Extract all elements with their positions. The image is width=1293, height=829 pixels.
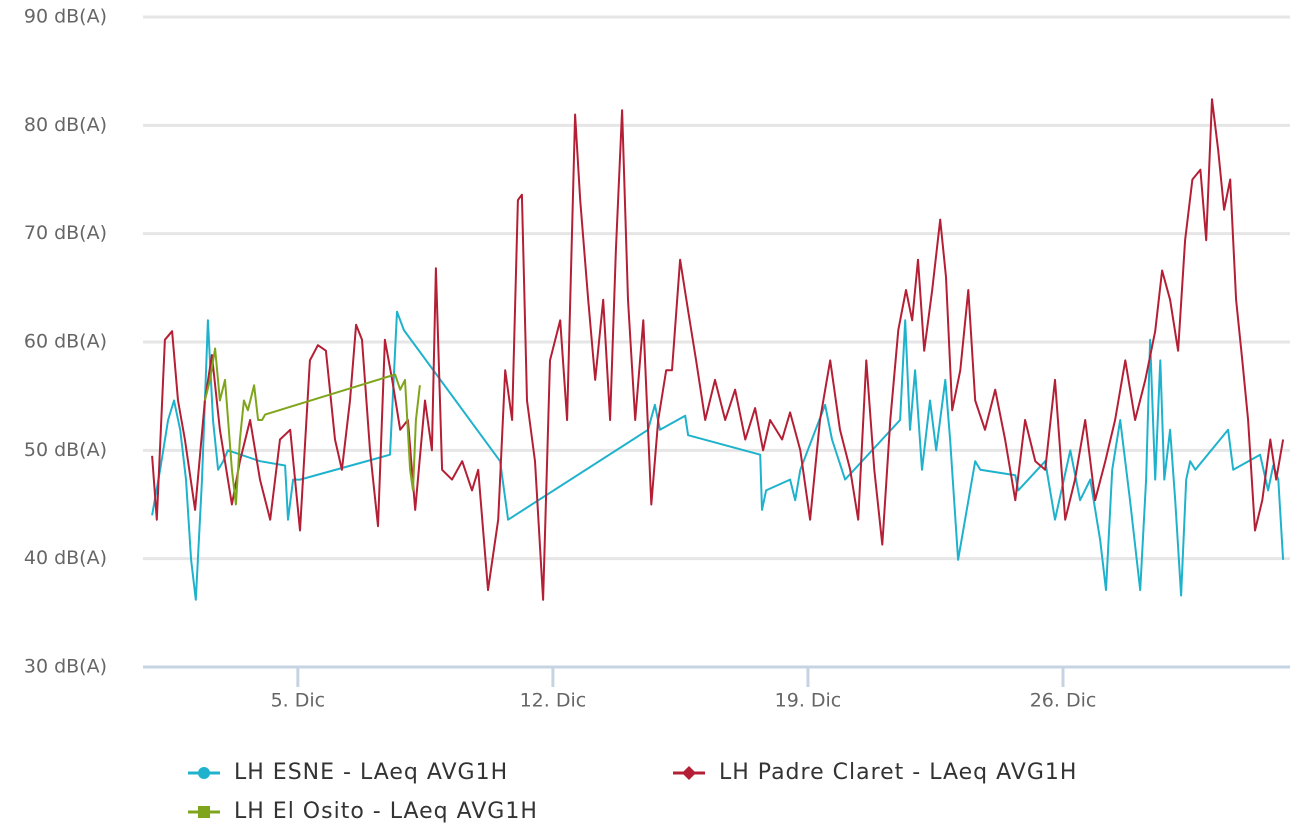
legend-label: LH Padre Claret - LAeq AVG1H [719, 760, 1077, 785]
y-tick-label: 80 dB(A) [24, 114, 107, 136]
y-tick-label: 50 dB(A) [24, 439, 107, 461]
x-tick-label: 5. Dic [271, 690, 326, 712]
x-tick-label: 12. Dic [520, 690, 587, 712]
legend-item[interactable]: LH ESNE - LAeq AVG1H [188, 760, 508, 785]
legend-marker [198, 767, 210, 779]
y-tick-label: 70 dB(A) [24, 222, 107, 244]
series-line [203, 347, 421, 506]
y-tick-label: 30 dB(A) [24, 656, 107, 678]
legend-marker [198, 806, 210, 818]
x-tick-label: 26. Dic [1030, 690, 1097, 712]
legend-item[interactable]: LH El Osito - LAeq AVG1H [188, 799, 538, 824]
legend-item[interactable]: LH Padre Claret - LAeq AVG1H [673, 760, 1077, 785]
grid: 30 dB(A) 40 dB(A) 50 dB(A) 60 dB(A) 70 dB(A)… [24, 6, 1290, 712]
series-line [151, 98, 1285, 601]
y-tick-label: 90 dB(A) [24, 6, 107, 28]
series-line [151, 310, 1285, 601]
legend: LH ESNE - LAeq AVG1H LH Padre Claret - LA… [188, 760, 1077, 824]
legend-label: LH ESNE - LAeq AVG1H [234, 760, 508, 785]
legend-marker [682, 766, 696, 780]
y-tick-label: 40 dB(A) [24, 547, 107, 569]
y-tick-label: 60 dB(A) [24, 331, 107, 353]
x-tick-label: 19. Dic [775, 690, 842, 712]
legend-label: LH El Osito - LAeq AVG1H [234, 799, 538, 824]
plot-area [151, 98, 1285, 601]
